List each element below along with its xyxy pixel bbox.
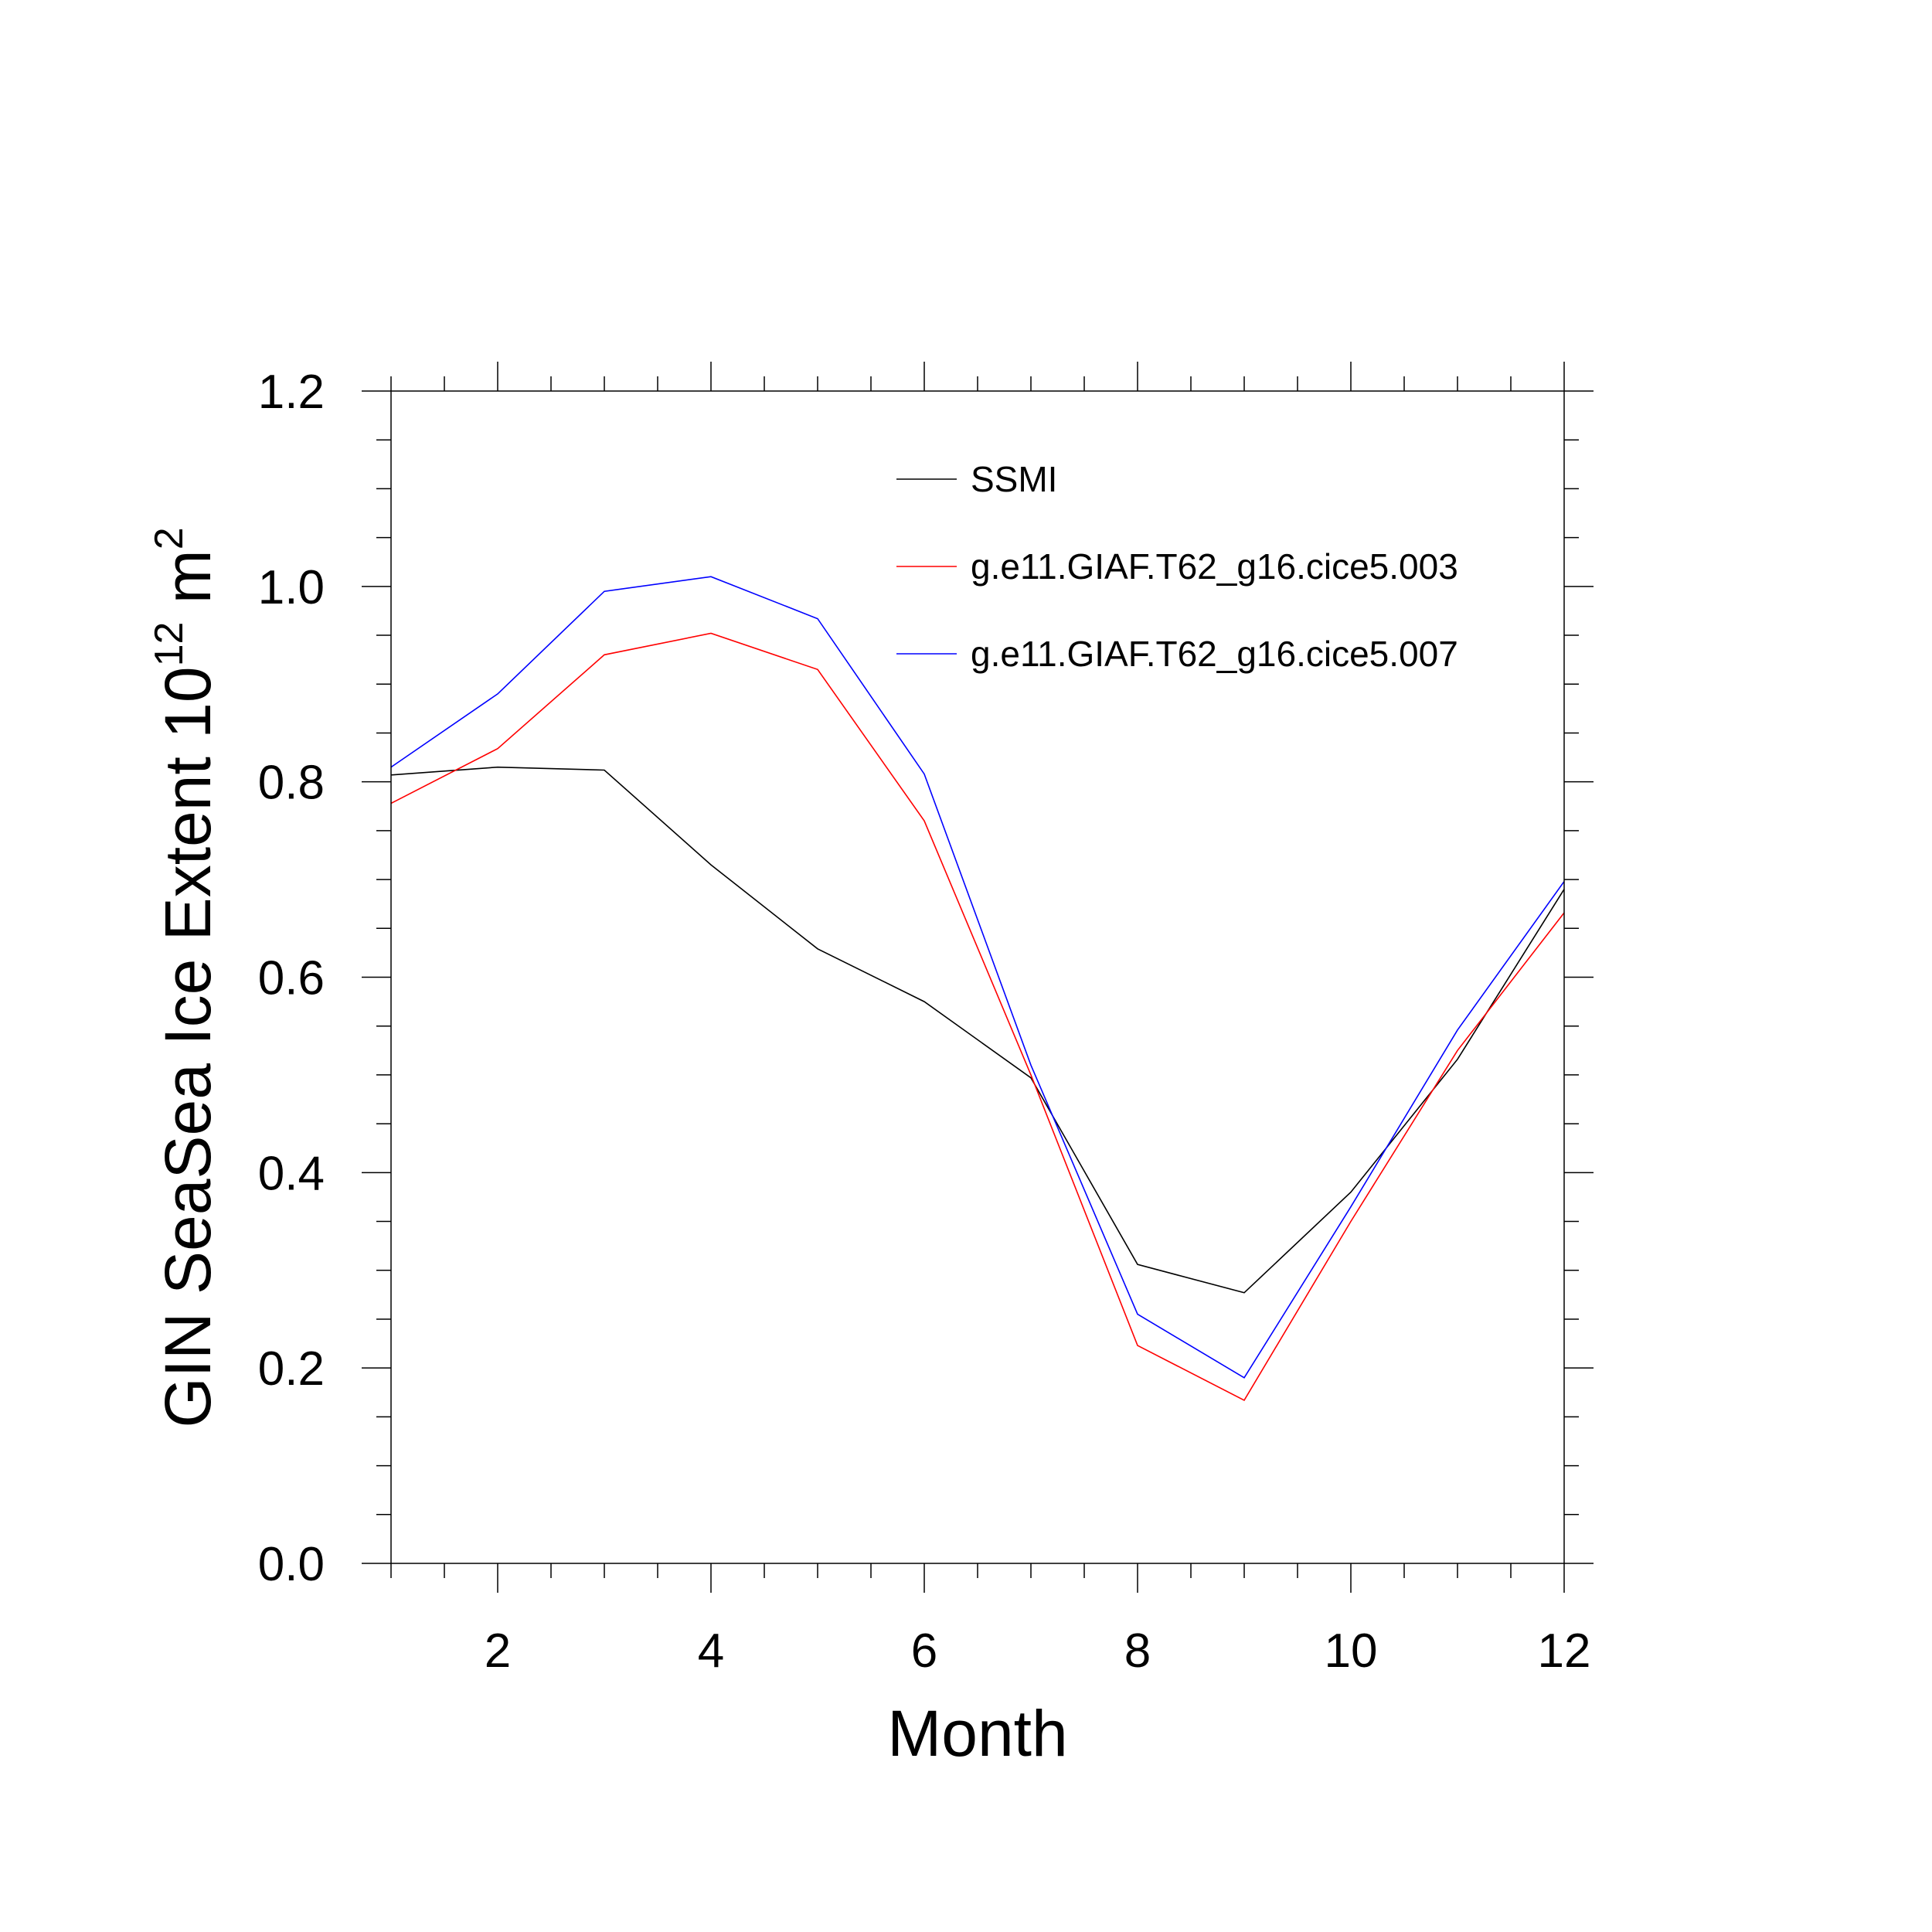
x-tick-label: 6 xyxy=(911,1624,937,1678)
y-axis-label: GIN SeaSea Ice Extent 1012 m2 xyxy=(147,527,224,1427)
x-tick-label: 4 xyxy=(698,1624,724,1678)
y-axis-label-unit: m xyxy=(151,549,224,621)
series-line-3 xyxy=(390,576,1565,1379)
y-tick-label: 0.2 xyxy=(258,1342,325,1396)
y-tick-label: 0.4 xyxy=(258,1147,325,1200)
x-tick-label: 12 xyxy=(1538,1624,1591,1678)
y-axis-label-unit-exponent: 2 xyxy=(147,527,192,549)
x-tick-label: 10 xyxy=(1325,1624,1378,1678)
x-tick-label: 8 xyxy=(1124,1624,1151,1678)
tick-labels: 0.0 0.2 0.4 0.6 0.8 1.0 1.2 2 4 6 8 10 12 xyxy=(258,366,1591,1678)
legend-label: SSMI xyxy=(971,459,1057,499)
axis-ticks xyxy=(362,362,1594,1593)
legend-label: g.e11.GIAF.T62_g16.cice5.003 xyxy=(971,546,1458,587)
legend: SSMI g.e11.GIAF.T62_g16.cice5.003 g.e11.GI… xyxy=(896,459,1458,674)
series-lines xyxy=(390,576,1565,1401)
y-axis-label-exponent: 12 xyxy=(147,622,192,667)
x-tick-label: 2 xyxy=(485,1624,511,1678)
y-tick-label: 0.6 xyxy=(258,952,325,1005)
y-tick-label: 1.0 xyxy=(258,561,325,614)
y-tick-label: 0.8 xyxy=(258,757,325,810)
series-line-1 xyxy=(390,766,1565,1294)
y-tick-label: 1.2 xyxy=(258,366,325,419)
plot-frame xyxy=(390,390,1565,1564)
series-line-2 xyxy=(390,632,1565,1401)
y-axis-label-main: GIN SeaSea Ice Extent 10 xyxy=(151,666,224,1427)
x-axis-label: Month xyxy=(887,1697,1067,1770)
y-tick-label: 0.0 xyxy=(258,1538,325,1591)
legend-label: g.e11.GIAF.T62_g16.cice5.007 xyxy=(971,634,1458,674)
